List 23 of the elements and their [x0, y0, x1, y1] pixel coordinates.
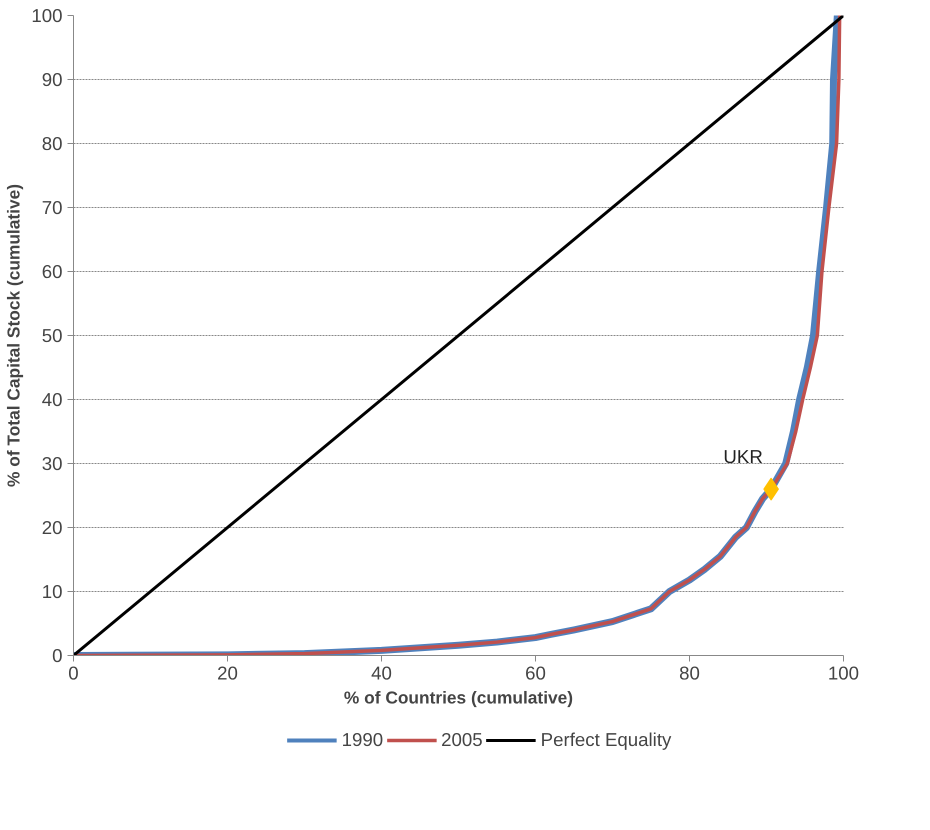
legend-label: 1990: [342, 729, 384, 751]
y-tick-label: 40: [42, 389, 63, 410]
x-tick-label: 20: [217, 662, 238, 684]
y-tick-label: 10: [42, 581, 63, 602]
x-tick-label: 60: [525, 662, 546, 684]
y-tick-label: 100: [31, 5, 63, 26]
y-tick-label: 0: [52, 645, 63, 666]
y-tick-label: 90: [42, 69, 63, 90]
y-tick-label: 30: [42, 453, 63, 474]
x-tick-label: 0: [68, 662, 79, 684]
y-tick-label: 20: [42, 517, 63, 538]
y-tick-label: 50: [42, 325, 63, 346]
x-tick-label: 80: [679, 662, 700, 684]
x-tick-label: 100: [828, 662, 860, 684]
y-axis-title: % of Total Capital Stock (cumulative): [3, 184, 24, 487]
y-tick-label: 60: [42, 261, 63, 282]
x-tick-label: 40: [371, 662, 392, 684]
legend-label: 2005: [441, 729, 483, 751]
y-tick-label: 70: [42, 197, 63, 218]
legend-label: Perfect Equality: [540, 729, 672, 751]
x-axis-title: % of Countries (cumulative): [344, 688, 574, 708]
annotation: UKR: [723, 446, 763, 468]
y-tick-label: 80: [42, 133, 63, 154]
